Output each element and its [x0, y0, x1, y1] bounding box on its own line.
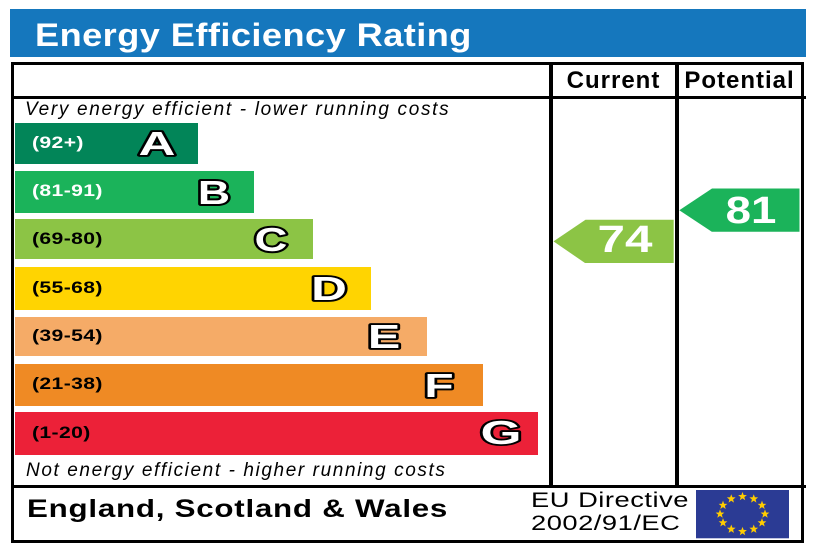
svg-text:E: E — [368, 318, 400, 355]
svg-text:F: F — [424, 367, 453, 404]
svg-text:D: D — [311, 270, 347, 307]
svg-text:A: A — [139, 126, 176, 163]
svg-text:B: B — [198, 175, 230, 211]
svg-text:G: G — [480, 415, 521, 452]
svg-text:C: C — [255, 222, 288, 259]
